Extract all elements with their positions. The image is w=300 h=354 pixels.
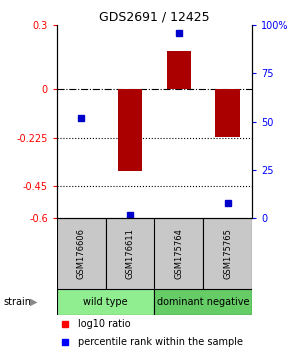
Text: GSM175764: GSM175764 (174, 228, 183, 279)
Text: strain: strain (3, 297, 31, 307)
Bar (154, 218, 203, 289)
Text: GSM175765: GSM175765 (223, 228, 232, 279)
Text: GSM176611: GSM176611 (126, 228, 135, 279)
Text: percentile rank within the sample: percentile rank within the sample (78, 337, 244, 347)
Bar (154, 289, 252, 315)
Bar (106, 218, 154, 289)
Bar (203, 218, 252, 289)
Bar (215, 89, 240, 137)
Text: wild type: wild type (83, 297, 128, 307)
Bar (57, 218, 106, 289)
Bar (167, 51, 191, 89)
Bar (118, 89, 142, 171)
Bar (57, 289, 154, 315)
Title: GDS2691 / 12425: GDS2691 / 12425 (99, 11, 210, 24)
Text: GSM176606: GSM176606 (77, 228, 86, 279)
Text: dominant negative: dominant negative (157, 297, 250, 307)
Text: ▶: ▶ (30, 297, 38, 307)
Text: log10 ratio: log10 ratio (78, 319, 131, 329)
